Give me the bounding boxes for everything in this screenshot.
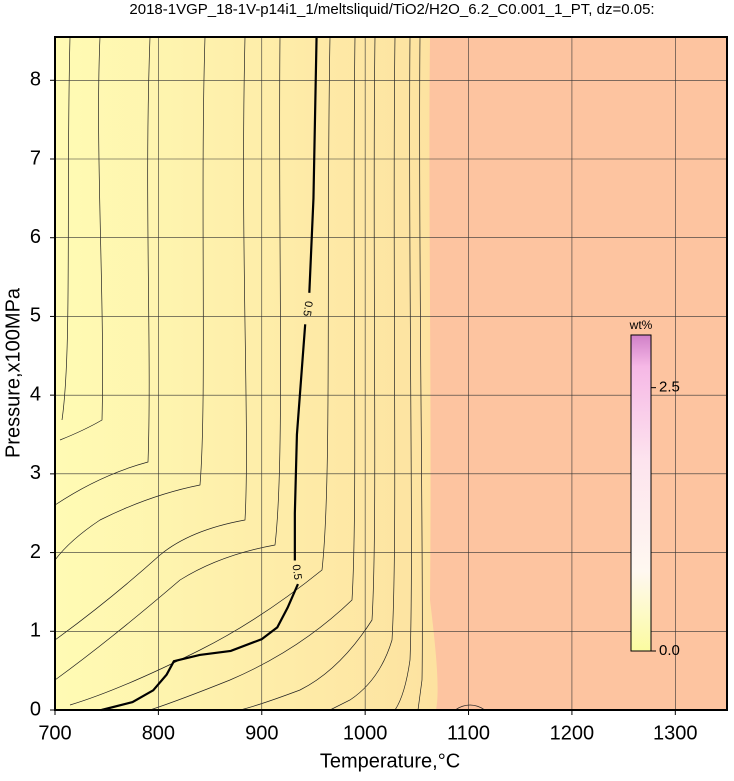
chart-title: 2018-1VGP_18-1V-p14i1_1/meltsliquid/TiO2… (129, 1, 654, 18)
y-tick-label: 1 (30, 620, 41, 642)
thin-contours (54, 36, 486, 711)
y-tick-label: 8 (30, 69, 41, 91)
y-tick-label: 7 (30, 147, 41, 169)
contour-label: 0.5 (300, 300, 314, 317)
y-tick-label: 6 (30, 226, 41, 248)
x-tick-label: 700 (38, 722, 71, 744)
colorbar: wt% 0.0 2.5 (629, 318, 680, 659)
y-tick-label: 0 (30, 698, 41, 720)
x-tick-label: 800 (142, 722, 175, 744)
x-tick-label: 1200 (550, 722, 595, 744)
contour-label: 0.5 (290, 564, 304, 581)
x-tick-label: 900 (245, 722, 278, 744)
y-tick-label: 3 (30, 462, 41, 484)
frame (54, 36, 728, 711)
x-axis-label: Temperature,°C (320, 750, 460, 772)
colorbar-tick-label: 0.0 (659, 642, 680, 659)
plot-area: 0.5 0.5 (54, 36, 728, 712)
colorbar-scale (630, 334, 652, 652)
contour-line (101, 36, 318, 712)
y-axis-label: Pressure,x100MPa (2, 287, 24, 458)
y-tick-label: 5 (30, 305, 41, 327)
background-region (55, 37, 438, 710)
y-tick-label: 4 (30, 383, 41, 405)
x-tick-label: 1000 (343, 722, 388, 744)
colorbar-tick-label: 2.5 (659, 379, 680, 396)
y-tick-label: 2 (30, 541, 41, 563)
x-tick-label: 1100 (447, 722, 490, 744)
colorbar-label: wt% (629, 318, 653, 332)
x-tick-label: 1300 (653, 722, 698, 744)
